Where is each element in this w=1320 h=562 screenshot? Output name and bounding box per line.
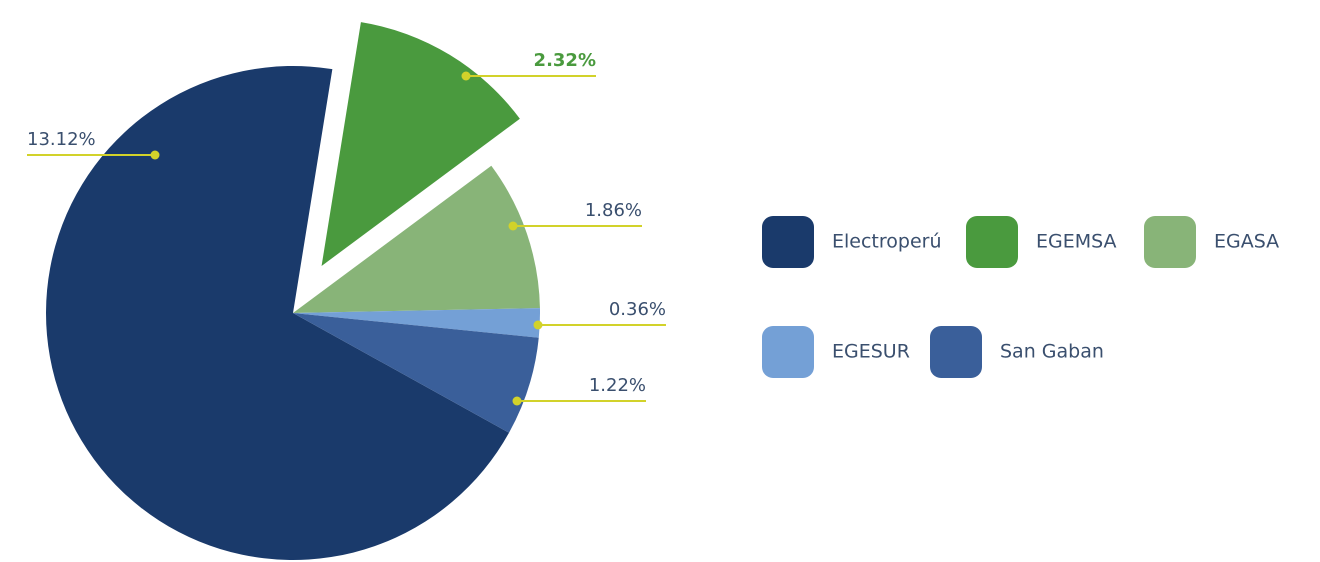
- data-label: 13.12%: [27, 129, 96, 150]
- legend-swatch: [762, 326, 814, 378]
- data-label: 1.86%: [585, 200, 642, 221]
- leader-dot: [150, 150, 160, 160]
- legend-swatch: [762, 216, 814, 268]
- pie-slice: [46, 65, 510, 560]
- leader-dot: [461, 71, 471, 81]
- legend-label: EGESUR: [832, 341, 910, 363]
- legend-label: EGASA: [1214, 231, 1279, 253]
- pie-slice: [293, 165, 540, 313]
- legend-swatch: [930, 326, 982, 378]
- leader-dot: [512, 396, 522, 406]
- legend-label: Electroperú: [832, 231, 942, 253]
- data-label: 1.22%: [589, 375, 646, 396]
- legend-label: EGEMSA: [1036, 231, 1117, 253]
- legend-swatch: [1144, 216, 1196, 268]
- data-label: 0.36%: [609, 299, 666, 320]
- pie-slice: [293, 313, 539, 433]
- pie-slice: [293, 308, 540, 338]
- data-label: 2.32%: [534, 50, 596, 71]
- legend-swatch: [966, 216, 1018, 268]
- legend-label: San Gaban: [1000, 341, 1104, 363]
- leader-dot: [533, 320, 543, 330]
- pie-slice: [321, 22, 520, 266]
- leader-dot: [508, 221, 518, 231]
